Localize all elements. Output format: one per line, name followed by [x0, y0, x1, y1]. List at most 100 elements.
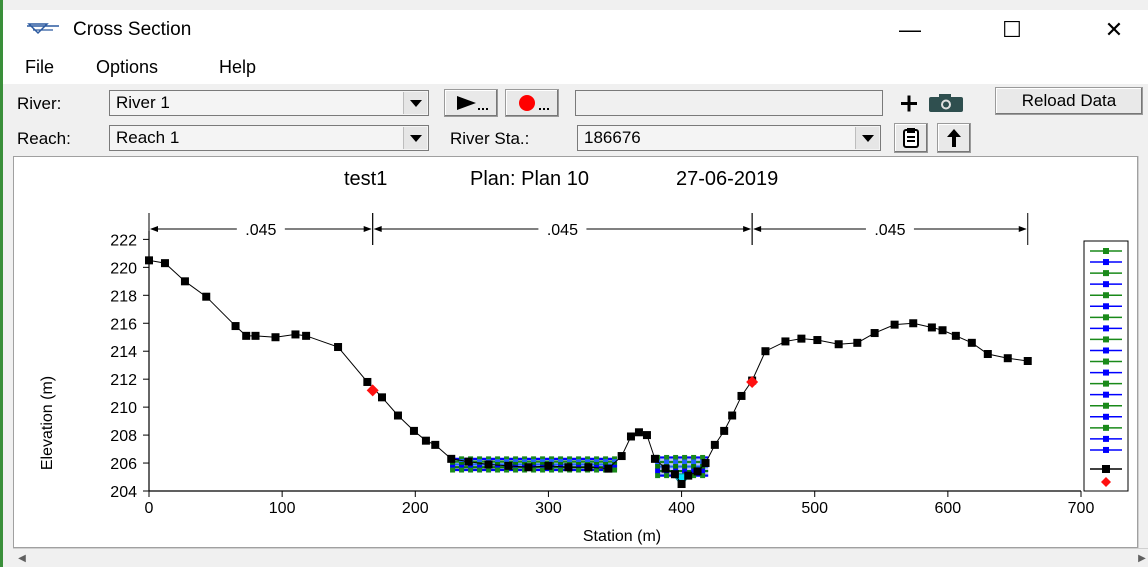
- water-surface-marker: [549, 459, 555, 465]
- ground-point: [761, 347, 770, 356]
- water-surface-marker: [531, 459, 537, 465]
- ground-point: [202, 292, 211, 301]
- water-surface-marker: [459, 464, 465, 470]
- menu-file[interactable]: File: [25, 57, 55, 77]
- horizontal-scrollbar[interactable]: ◀ ▶: [13, 548, 1148, 567]
- ground-point: [737, 391, 746, 400]
- ground-point: [650, 454, 659, 463]
- add-to-list-button[interactable]: [893, 89, 971, 117]
- ground-point: [870, 329, 879, 338]
- vertical-scrollbar[interactable]: [1138, 156, 1148, 548]
- water-surface-marker: [567, 456, 573, 462]
- ground-point: [853, 338, 862, 347]
- legend-marker: [1103, 314, 1109, 321]
- record-button[interactable]: [505, 89, 559, 117]
- river-select-value: River 1: [116, 93, 170, 112]
- ground-point: [661, 464, 670, 473]
- ground-point: [617, 452, 626, 461]
- legend-marker: [1103, 369, 1109, 376]
- water-surface-marker: [477, 467, 483, 473]
- plus-camera-icon: [901, 94, 963, 112]
- water-surface-marker: [700, 454, 706, 460]
- water-surface-marker: [673, 459, 679, 465]
- window-title: Cross Section: [73, 19, 192, 40]
- water-surface-marker: [612, 461, 618, 467]
- ground-point: [890, 320, 899, 329]
- chevron-down-icon[interactable]: [403, 127, 427, 149]
- ground-point: [447, 454, 456, 463]
- water-surface-marker: [477, 461, 483, 467]
- up-button[interactable]: [937, 123, 971, 153]
- water-surface-marker: [558, 456, 564, 462]
- water-surface-marker: [594, 467, 600, 473]
- ground-point: [693, 467, 702, 476]
- water-surface-marker: [594, 456, 600, 462]
- river-label: River:: [17, 94, 62, 113]
- water-surface-marker: [540, 456, 546, 462]
- water-surface-marker: [468, 464, 474, 470]
- mannings-n-label: .045: [547, 222, 578, 239]
- ground-point: [378, 393, 386, 402]
- water-surface-marker: [477, 464, 483, 470]
- animate-button[interactable]: [444, 89, 498, 117]
- water-surface-marker: [459, 467, 465, 473]
- legend-marker: [1103, 281, 1109, 288]
- chart-header-date: 27-06-2019: [676, 168, 778, 190]
- x-tick-label: 100: [269, 500, 296, 517]
- x-tick-label: 700: [1068, 500, 1095, 517]
- water-surface-marker: [540, 467, 546, 473]
- menu-help[interactable]: Help: [219, 57, 257, 77]
- water-surface-marker: [585, 459, 591, 465]
- bank-station-marker: [746, 375, 759, 388]
- scroll-right-icon[interactable]: ▶: [1138, 552, 1146, 564]
- water-surface-marker: [450, 464, 456, 470]
- axes: 204 206 208 210 212 214 216 218 220 222 0 100 200 300…: [110, 231, 1094, 517]
- water-surface-marker: [549, 456, 555, 462]
- y-tick-label: 220: [110, 260, 137, 277]
- y-tick-label: 214: [110, 344, 137, 361]
- ground-point: [160, 259, 169, 268]
- reload-data-label: Reload Data: [1021, 91, 1117, 110]
- legend-marker: [1103, 248, 1109, 254]
- water-surface-marker: [513, 456, 519, 462]
- river-sta-select[interactable]: 186676: [577, 125, 881, 151]
- x-tick-label: 300: [535, 500, 562, 517]
- ground-point: [938, 326, 947, 335]
- x-tick-label: 0: [145, 500, 154, 517]
- scroll-left-icon[interactable]: ◀: [18, 552, 26, 564]
- chevron-down-icon[interactable]: [855, 127, 879, 149]
- ground-point: [983, 350, 992, 359]
- ground-profile: [145, 256, 1032, 489]
- reach-select[interactable]: Reach 1: [109, 125, 429, 151]
- water-surface-marker: [576, 459, 582, 465]
- water-surface-marker: [531, 467, 537, 473]
- ground-point: [604, 464, 613, 473]
- record-icon: [519, 95, 549, 111]
- water-surface-marker: [655, 473, 661, 479]
- minimize-button[interactable]: —: [887, 10, 933, 50]
- reload-data-button[interactable]: Reload Data: [995, 87, 1143, 115]
- mannings-arrowhead: [373, 226, 382, 232]
- legend-marker: [1103, 325, 1109, 332]
- close-button[interactable]: ✕: [1091, 10, 1137, 50]
- water-surface-marker: [558, 459, 564, 465]
- water-surface-marker: [594, 461, 600, 467]
- chevron-down-icon[interactable]: [403, 92, 427, 114]
- water-surface-marker: [513, 467, 519, 473]
- minimize-icon: —: [899, 17, 921, 42]
- river-select[interactable]: River 1: [109, 90, 429, 116]
- mannings-n-bar: .045 .045 .045: [148, 213, 1029, 245]
- water-surface-marker: [691, 459, 697, 465]
- maximize-button[interactable]: ☐: [989, 10, 1035, 50]
- legend-marker: [1103, 347, 1109, 354]
- profile-text-box[interactable]: [575, 90, 883, 116]
- mannings-n-label: .045: [245, 222, 276, 239]
- mannings-arrowhead: [1018, 226, 1027, 232]
- ground-point: [951, 331, 960, 340]
- menu-options[interactable]: Options: [96, 57, 159, 77]
- clipboard-button[interactable]: [894, 123, 928, 153]
- legend-marker: [1103, 391, 1109, 398]
- legend-marker: [1103, 402, 1109, 409]
- legend-marker: [1103, 336, 1109, 343]
